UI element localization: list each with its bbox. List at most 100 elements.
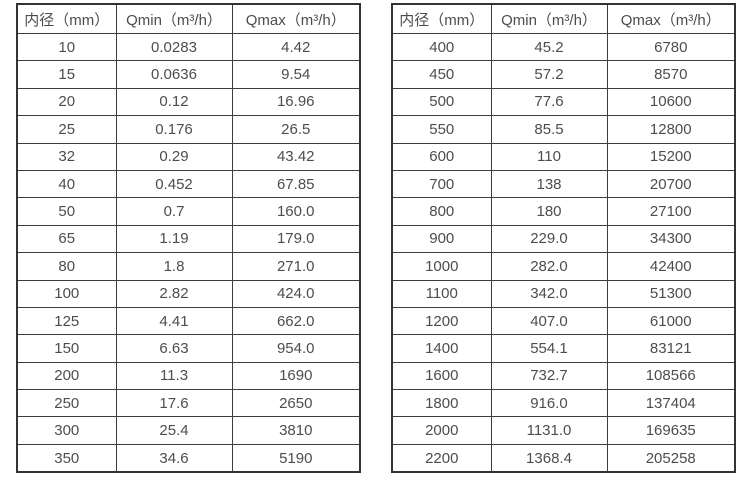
cell: 110 xyxy=(490,142,608,171)
table-row: 800 180 27100 xyxy=(391,197,736,226)
header-row: 内径（mm） Qmin（m³/h） Qmax（m³/h） xyxy=(16,3,361,34)
cell: 51300 xyxy=(606,279,736,308)
cell: 137404 xyxy=(606,389,736,418)
table-row: 20 0.12 16.96 xyxy=(16,87,361,117)
table-row: 300 25.4 3810 xyxy=(16,416,361,445)
cell: 11.3 xyxy=(115,361,233,391)
cell: 0.7 xyxy=(115,197,233,226)
table-row: 10 0.0283 4.42 xyxy=(16,32,361,62)
cell: 15 xyxy=(16,60,117,89)
column-header: 内径（mm） xyxy=(391,3,492,34)
cell: 554.1 xyxy=(490,334,608,363)
cell: 9.54 xyxy=(231,60,361,89)
cell: 732.7 xyxy=(490,361,608,391)
cell: 250 xyxy=(16,389,117,418)
flow-rate-table-large-diameters: 内径（mm） Qmin（m³/h） Qmax（m³/h） 400 45.2 6780 45… xyxy=(391,3,736,474)
table-row: 1800 916.0 137404 xyxy=(391,389,736,418)
cell: 34.6 xyxy=(115,443,233,473)
column-header: Qmax（m³/h） xyxy=(231,3,361,34)
table-row: 1600 732.7 108566 xyxy=(391,361,736,391)
cell: 77.6 xyxy=(490,87,608,117)
column-header: 内径（mm） xyxy=(16,3,117,34)
cell: 125 xyxy=(16,306,117,336)
cell: 80 xyxy=(16,252,117,281)
cell: 1100 xyxy=(391,279,492,308)
table-row: 350 34.6 5190 xyxy=(16,443,361,473)
table-row: 2000 1131.0 169635 xyxy=(391,416,736,445)
cell: 42400 xyxy=(606,252,736,281)
cell: 900 xyxy=(391,224,492,254)
cell: 1.8 xyxy=(115,252,233,281)
cell: 5190 xyxy=(231,443,361,473)
table-row: 1000 282.0 42400 xyxy=(391,252,736,281)
cell: 25 xyxy=(16,115,117,144)
cell: 61000 xyxy=(606,306,736,336)
cell: 400 xyxy=(391,32,492,62)
table-row: 150 6.63 954.0 xyxy=(16,334,361,363)
table-row: 80 1.8 271.0 xyxy=(16,252,361,281)
cell: 67.85 xyxy=(231,169,361,199)
cell: 10 xyxy=(16,32,117,62)
cell: 2200 xyxy=(391,443,492,473)
cell: 50 xyxy=(16,197,117,226)
cell: 350 xyxy=(16,443,117,473)
cell: 34300 xyxy=(606,224,736,254)
column-header: Qmax（m³/h） xyxy=(606,3,736,34)
cell: 2000 xyxy=(391,416,492,445)
cell: 1000 xyxy=(391,252,492,281)
cell: 138 xyxy=(490,169,608,199)
cell: 1800 xyxy=(391,389,492,418)
cell: 16.96 xyxy=(231,87,361,117)
cell: 150 xyxy=(16,334,117,363)
cell: 4.42 xyxy=(231,32,361,62)
cell: 45.2 xyxy=(490,32,608,62)
table-row: 2200 1368.4 205258 xyxy=(391,443,736,473)
cell: 662.0 xyxy=(231,306,361,336)
cell: 0.176 xyxy=(115,115,233,144)
table-row: 50 0.7 160.0 xyxy=(16,197,361,226)
cell: 954.0 xyxy=(231,334,361,363)
header-row: 内径（mm） Qmin（m³/h） Qmax（m³/h） xyxy=(391,3,736,34)
cell: 1200 xyxy=(391,306,492,336)
cell: 6.63 xyxy=(115,334,233,363)
cell: 27100 xyxy=(606,197,736,226)
cell: 40 xyxy=(16,169,117,199)
cell: 26.5 xyxy=(231,115,361,144)
table-row: 500 77.6 10600 xyxy=(391,87,736,117)
cell: 1131.0 xyxy=(490,416,608,445)
table-row: 200 11.3 1690 xyxy=(16,361,361,391)
cell: 700 xyxy=(391,169,492,199)
table-row: 1100 342.0 51300 xyxy=(391,279,736,308)
table-row: 40 0.452 67.85 xyxy=(16,169,361,199)
cell: 200 xyxy=(16,361,117,391)
cell: 1.19 xyxy=(115,224,233,254)
cell: 1600 xyxy=(391,361,492,391)
table-row: 65 1.19 179.0 xyxy=(16,224,361,254)
cell: 407.0 xyxy=(490,306,608,336)
table-row: 450 57.2 8570 xyxy=(391,60,736,89)
cell: 0.0636 xyxy=(115,60,233,89)
cell: 600 xyxy=(391,142,492,171)
cell: 916.0 xyxy=(490,389,608,418)
table-row: 15 0.0636 9.54 xyxy=(16,60,361,89)
cell: 1400 xyxy=(391,334,492,363)
table-row: 600 110 15200 xyxy=(391,142,736,171)
table-row: 550 85.5 12800 xyxy=(391,115,736,144)
cell: 4.41 xyxy=(115,306,233,336)
cell: 342.0 xyxy=(490,279,608,308)
cell: 300 xyxy=(16,416,117,445)
column-header: Qmin（m³/h） xyxy=(115,3,233,34)
cell: 57.2 xyxy=(490,60,608,89)
cell: 450 xyxy=(391,60,492,89)
cell: 1368.4 xyxy=(490,443,608,473)
cell: 3810 xyxy=(231,416,361,445)
cell: 550 xyxy=(391,115,492,144)
cell: 2650 xyxy=(231,389,361,418)
cell: 180 xyxy=(490,197,608,226)
table-row: 700 138 20700 xyxy=(391,169,736,199)
cell: 12800 xyxy=(606,115,736,144)
cell: 179.0 xyxy=(231,224,361,254)
cell: 2.82 xyxy=(115,279,233,308)
table-row: 250 17.6 2650 xyxy=(16,389,361,418)
